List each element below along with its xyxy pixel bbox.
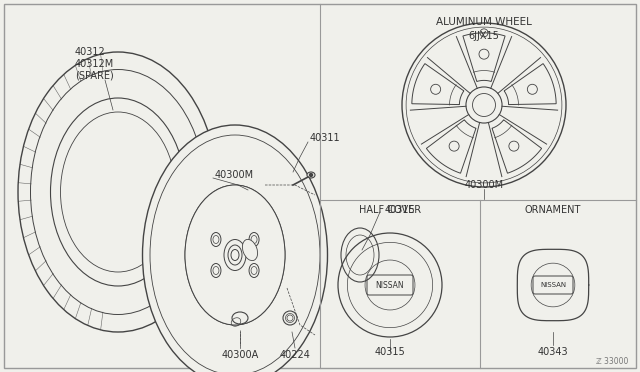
Ellipse shape — [150, 135, 320, 372]
Text: ALUMINUM WHEEL: ALUMINUM WHEEL — [436, 17, 532, 27]
Text: 40343: 40343 — [538, 347, 568, 357]
Ellipse shape — [249, 232, 259, 247]
Ellipse shape — [143, 125, 328, 372]
Text: NISSAN: NISSAN — [376, 280, 404, 289]
Text: ℤ 33000: ℤ 33000 — [596, 357, 628, 366]
Ellipse shape — [194, 198, 276, 312]
Ellipse shape — [307, 172, 315, 178]
Ellipse shape — [243, 240, 257, 261]
Ellipse shape — [211, 263, 221, 278]
Text: 40300A: 40300A — [221, 350, 259, 360]
Text: HALF COVER: HALF COVER — [359, 205, 421, 215]
Ellipse shape — [283, 311, 297, 325]
Text: 40312M: 40312M — [75, 59, 115, 69]
Text: (SPARE): (SPARE) — [75, 71, 114, 81]
Ellipse shape — [228, 245, 242, 265]
Text: 40300M: 40300M — [465, 180, 504, 190]
Text: 40315: 40315 — [374, 347, 405, 357]
Ellipse shape — [249, 263, 259, 278]
Text: 40300M: 40300M — [215, 170, 254, 180]
Text: NISSAN: NISSAN — [540, 282, 566, 288]
Text: 40224: 40224 — [280, 350, 310, 360]
Ellipse shape — [185, 185, 285, 325]
Text: 40311: 40311 — [310, 133, 340, 143]
Text: 40312: 40312 — [75, 47, 106, 57]
Circle shape — [287, 315, 293, 321]
Circle shape — [310, 173, 312, 176]
Text: 6JJX15: 6JJX15 — [468, 31, 499, 41]
Ellipse shape — [224, 240, 246, 270]
Text: 40315: 40315 — [385, 205, 415, 215]
Ellipse shape — [232, 312, 248, 324]
Ellipse shape — [185, 185, 285, 325]
Ellipse shape — [341, 228, 379, 282]
Ellipse shape — [211, 232, 221, 247]
Text: ORNAMENT: ORNAMENT — [525, 205, 581, 215]
